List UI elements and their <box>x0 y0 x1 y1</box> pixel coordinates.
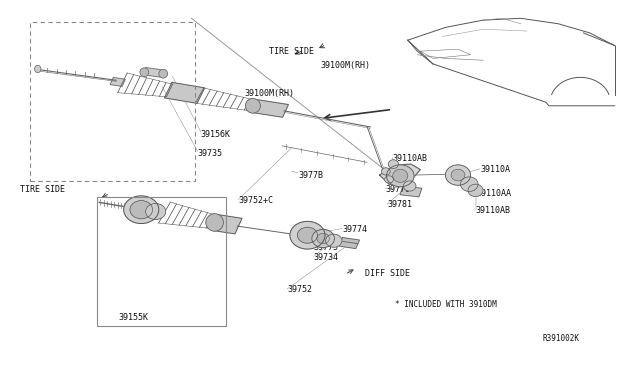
Ellipse shape <box>387 165 414 187</box>
Polygon shape <box>211 215 242 234</box>
Text: 39734: 39734 <box>314 253 339 262</box>
Text: 39781: 39781 <box>387 201 412 209</box>
Text: 39752: 39752 <box>287 285 312 294</box>
Ellipse shape <box>451 169 465 181</box>
Text: 39774: 39774 <box>342 225 367 234</box>
Polygon shape <box>143 68 164 77</box>
Text: * INCLUDED WITH 3910DM: * INCLUDED WITH 3910DM <box>396 300 497 309</box>
Text: 39110A: 39110A <box>480 165 510 174</box>
Polygon shape <box>400 186 422 197</box>
Text: 39110AA: 39110AA <box>477 189 512 198</box>
Ellipse shape <box>35 65 41 73</box>
Ellipse shape <box>403 181 416 191</box>
Text: 39100M(RH): 39100M(RH) <box>244 89 295 97</box>
Ellipse shape <box>290 221 325 249</box>
Polygon shape <box>380 164 420 186</box>
Text: 39735: 39735 <box>198 149 223 158</box>
Ellipse shape <box>445 165 470 185</box>
Ellipse shape <box>381 168 390 175</box>
Ellipse shape <box>461 177 478 192</box>
Text: TIRE SIDE: TIRE SIDE <box>269 46 314 55</box>
Ellipse shape <box>385 176 394 183</box>
Polygon shape <box>250 99 289 117</box>
Text: 39100M(RH): 39100M(RH) <box>320 61 370 70</box>
Ellipse shape <box>317 233 330 244</box>
Ellipse shape <box>146 203 166 219</box>
Ellipse shape <box>312 230 335 248</box>
Text: 39775: 39775 <box>314 244 339 253</box>
Text: 39110AB: 39110AB <box>392 154 427 163</box>
Text: 3977B: 3977B <box>298 171 323 180</box>
Ellipse shape <box>159 69 168 78</box>
Ellipse shape <box>124 196 159 224</box>
Polygon shape <box>110 77 125 86</box>
Polygon shape <box>164 83 205 103</box>
Text: 39752+C: 39752+C <box>239 196 273 205</box>
Text: 39156K: 39156K <box>201 131 231 140</box>
Ellipse shape <box>245 99 260 113</box>
Ellipse shape <box>388 160 399 169</box>
Ellipse shape <box>393 169 408 182</box>
Ellipse shape <box>326 234 342 247</box>
Ellipse shape <box>130 201 152 219</box>
Text: 39155K: 39155K <box>118 313 148 322</box>
Text: R391002K: R391002K <box>543 334 580 343</box>
Ellipse shape <box>140 68 148 77</box>
Ellipse shape <box>206 214 223 231</box>
Ellipse shape <box>298 227 317 243</box>
Text: 39110AB: 39110AB <box>476 206 511 215</box>
Text: TIRE SIDE: TIRE SIDE <box>20 185 65 194</box>
Text: DIFF SIDE: DIFF SIDE <box>365 269 410 278</box>
Ellipse shape <box>468 184 483 196</box>
Polygon shape <box>339 238 360 248</box>
Text: 39776*: 39776* <box>386 185 416 194</box>
